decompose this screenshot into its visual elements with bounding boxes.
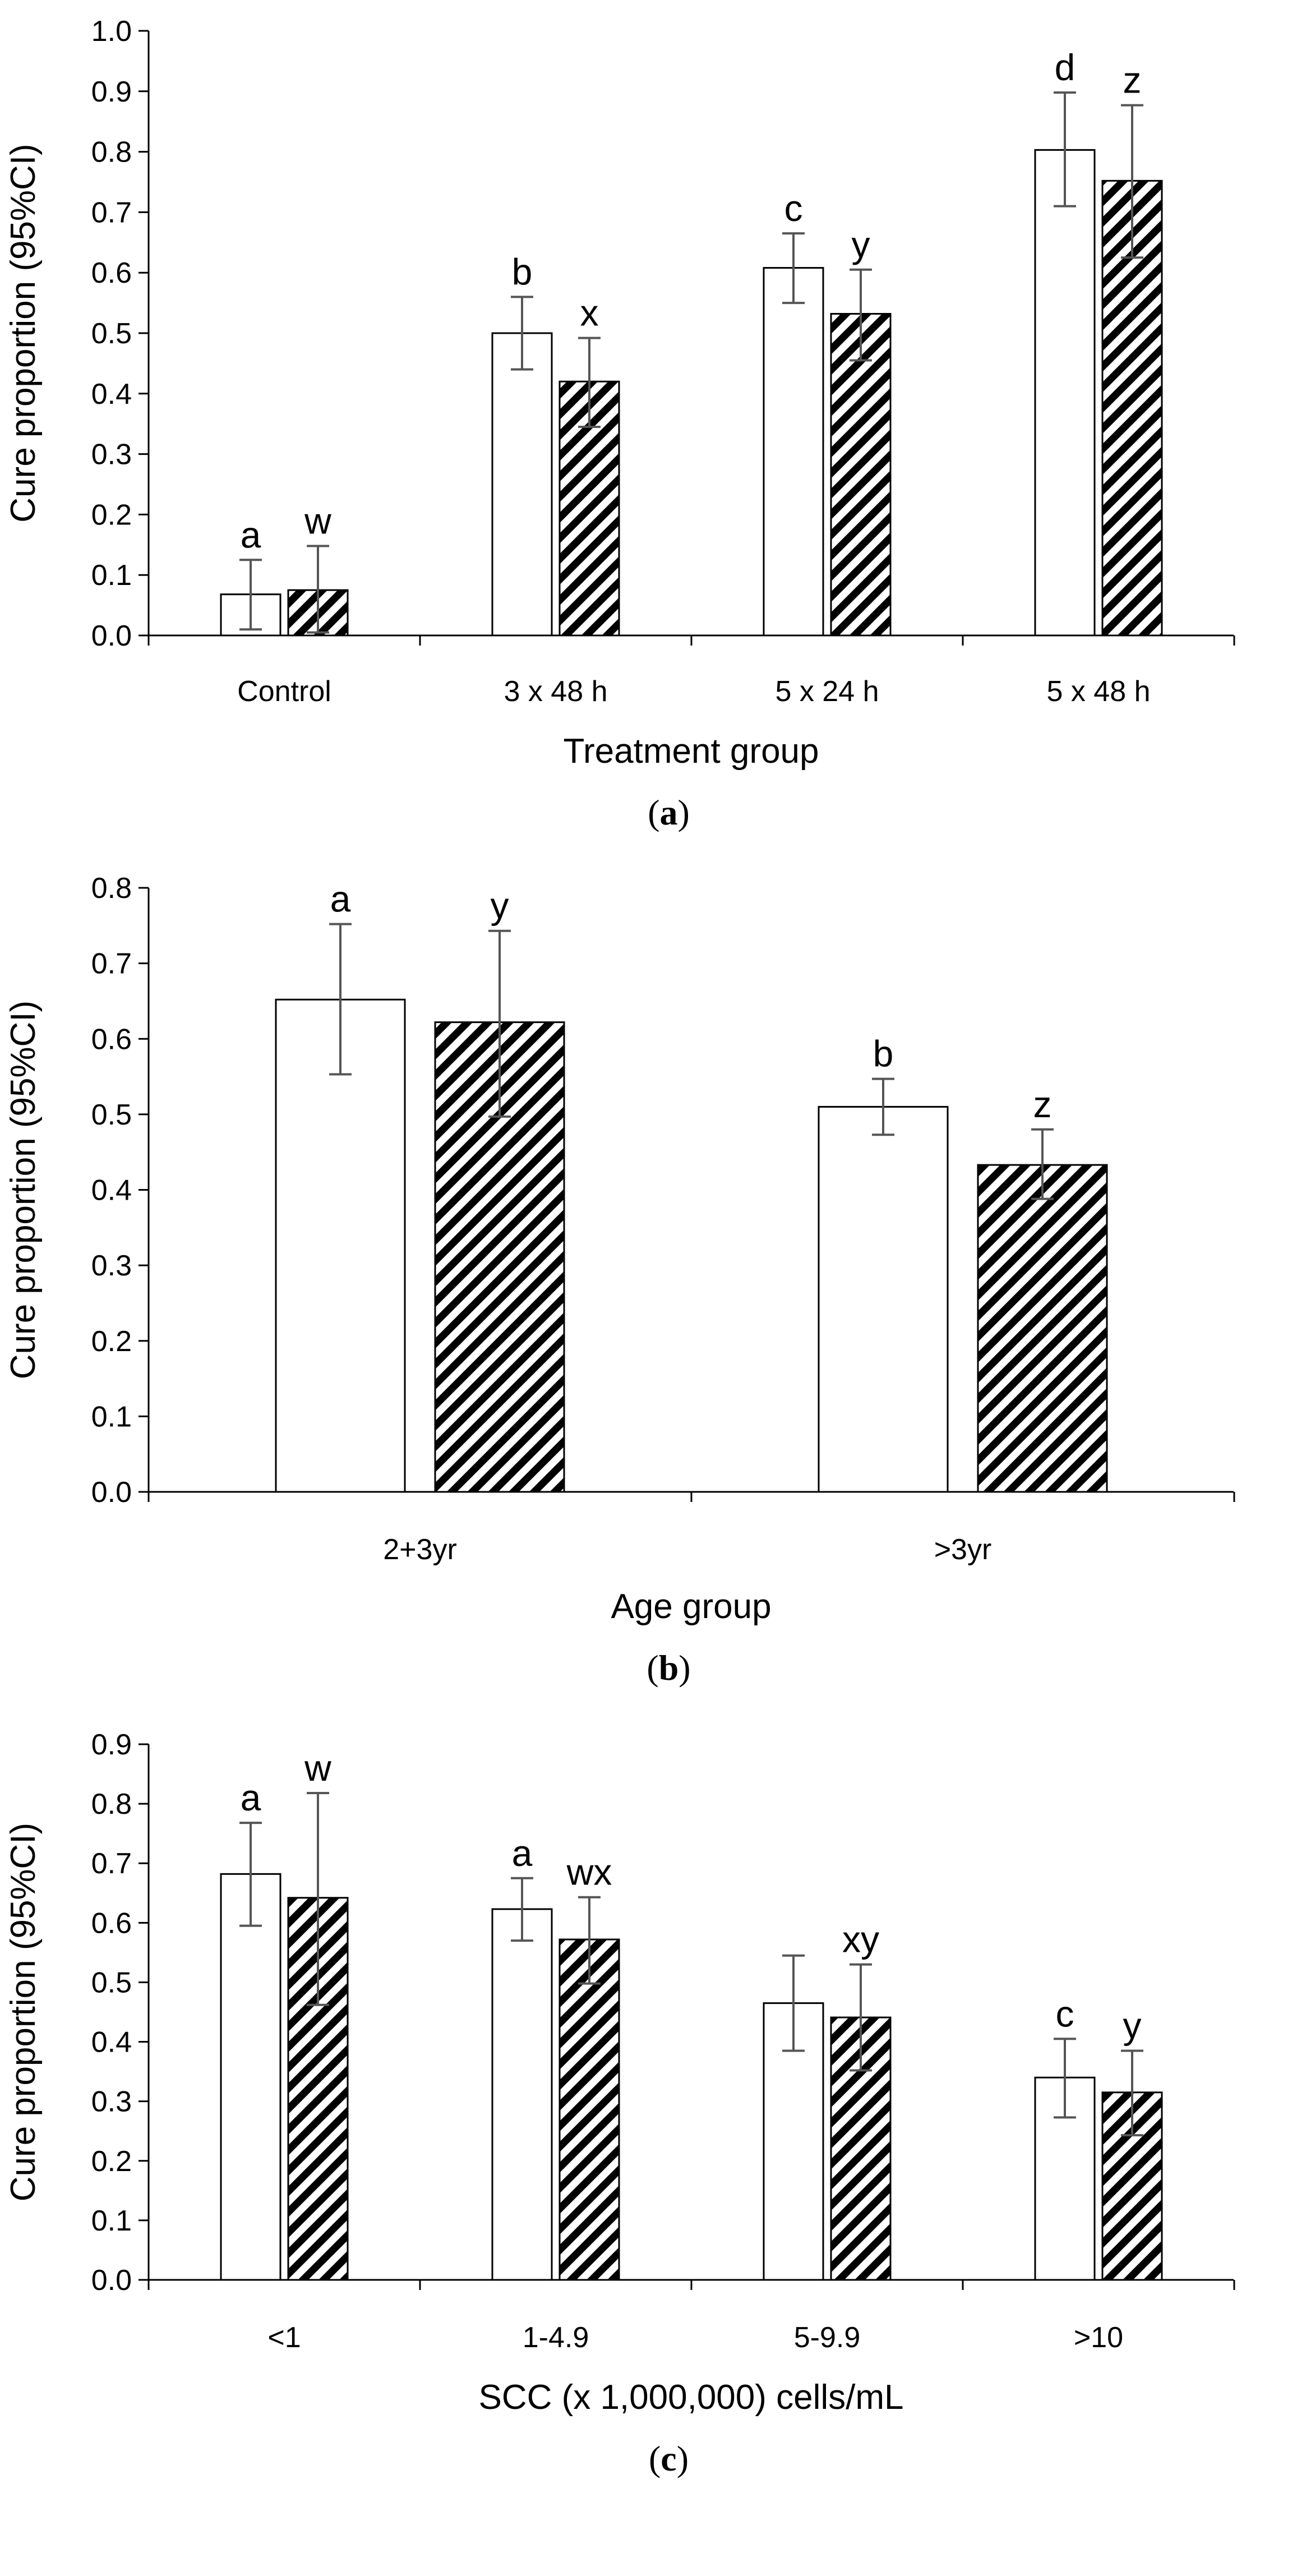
bar-white-0 xyxy=(220,1873,281,2281)
y-tick-label: 0.3 xyxy=(91,439,132,471)
panel-label: (c) xyxy=(649,2439,689,2478)
bar-white-1 xyxy=(491,332,553,637)
y-axis-title: Cure proportion (95%CI) xyxy=(4,1001,43,1379)
y-tick-label: 0.6 xyxy=(91,257,132,289)
bar-hatched-1 xyxy=(977,1164,1108,1493)
significance-label: w xyxy=(304,500,331,541)
significance-label: a xyxy=(330,878,351,920)
y-tick-label: 1.0 xyxy=(91,15,132,48)
y-tick-label: 0.5 xyxy=(91,317,132,350)
y-tick-label: 0.6 xyxy=(91,1907,132,1939)
x-tick-label: 1-4.9 xyxy=(523,2321,589,2354)
significance-label: d xyxy=(1055,47,1076,88)
significance-label: a xyxy=(241,1777,261,1818)
y-tick-label: 0.1 xyxy=(91,2205,132,2237)
chart-panel-c: 0.00.10.20.30.40.50.60.70.80.9aw<1a wx1-4… xyxy=(4,1729,1235,2478)
y-tick-label: 0.5 xyxy=(91,1099,132,1131)
chart-panel-b: 0.0 0.1 0.2 0.3 0.4 0.5 0.6 0.7 0.8 a y 2+3yr b z >3yr… xyxy=(4,872,1235,1688)
significance-label: xy xyxy=(842,1919,879,1960)
y-tick-label: 0.3 xyxy=(91,2086,132,2118)
y-tick-label: 0.5 xyxy=(91,1966,132,1999)
y-tick-label: 0.7 xyxy=(91,948,132,980)
panel-label: (b) xyxy=(647,1648,690,1688)
significance-label: z xyxy=(1123,59,1142,101)
x-axis-title: Age group xyxy=(611,1587,771,1626)
x-tick-label: <1 xyxy=(267,2321,301,2354)
y-tick-label: 0.8 xyxy=(91,1788,132,1821)
y-axis-title: Cure proportion (95%CI) xyxy=(4,144,43,522)
y-tick-label: 0.1 xyxy=(91,559,132,592)
x-tick-label: >3yr xyxy=(934,1533,992,1566)
y-tick-label: 0.8 xyxy=(91,872,132,905)
x-tick-label: 2+3yr xyxy=(383,1533,457,1566)
significance-label: w xyxy=(304,1747,331,1789)
significance-label: c xyxy=(1056,1993,1074,2034)
y-tick-label: 0.2 xyxy=(91,499,132,531)
significance-label: wx xyxy=(566,1851,612,1893)
significance-label: y xyxy=(852,224,870,265)
significance-label: b xyxy=(512,251,533,292)
y-tick-label: 0.9 xyxy=(91,76,132,108)
x-tick-label: 5 x 48 h xyxy=(1046,675,1150,708)
y-tick-label: 0.9 xyxy=(91,1729,132,1761)
y-tick-label: 0.6 xyxy=(91,1023,132,1056)
y-tick-label: 0.0 xyxy=(91,1476,132,1509)
y-tick-label: 0.1 xyxy=(91,1400,132,1433)
y-tick-label: 0.2 xyxy=(91,2145,132,2178)
significance-label: a xyxy=(512,1832,533,1874)
y-tick-label: 0.4 xyxy=(91,1174,132,1207)
bar-white-0 xyxy=(275,998,406,1493)
bar-white-2 xyxy=(763,267,824,637)
x-tick-label: Control xyxy=(237,675,331,708)
x-tick-label: 5 x 24 h xyxy=(775,675,879,708)
bar-hatched-0 xyxy=(287,1897,349,2281)
y-tick-label: 0.4 xyxy=(91,2026,132,2059)
bar-white-1 xyxy=(818,1105,949,1493)
y-axis-title: Cure proportion (95%CI) xyxy=(4,1823,43,2201)
significance-label: y xyxy=(1123,2004,1142,2046)
bar-white-1 xyxy=(491,1908,553,2281)
x-tick-label: 3 x 48 h xyxy=(504,675,607,708)
y-tick-label: 0.0 xyxy=(91,2264,132,2297)
significance-label: b xyxy=(873,1033,894,1075)
y-tick-label: 0.7 xyxy=(91,1847,132,1880)
panel-label: (a) xyxy=(648,792,690,832)
significance-label: x xyxy=(580,292,599,334)
y-tick-label: 0.4 xyxy=(91,378,132,411)
chart-panel-a: 0.0 0.1 0.2 0.3 0.4 0.5 0.6 0.7 0.8 0.9 1.0 a w Contr… xyxy=(4,15,1235,832)
y-tick-label: 0.0 xyxy=(91,620,132,652)
bar-hatched-2 xyxy=(830,313,892,637)
significance-label: a xyxy=(241,514,261,555)
y-tick-label: 0.3 xyxy=(91,1250,132,1282)
x-tick-label: >10 xyxy=(1074,2321,1123,2354)
significance-label: y xyxy=(491,885,509,927)
bar-white-3 xyxy=(1034,149,1096,637)
significance-label: c xyxy=(784,187,803,229)
x-tick-label: 5-9.9 xyxy=(794,2321,861,2354)
y-tick-label: 0.8 xyxy=(91,136,132,169)
x-axis-title: SCC (x 1,000,000) cells/mL xyxy=(478,2378,903,2417)
y-tick-label: 0.2 xyxy=(91,1325,132,1358)
y-tick-label: 0.7 xyxy=(91,196,132,229)
x-axis-title: Treatment group xyxy=(563,732,819,771)
significance-label: z xyxy=(1033,1084,1052,1125)
bar-hatched-1 xyxy=(559,1938,620,2281)
